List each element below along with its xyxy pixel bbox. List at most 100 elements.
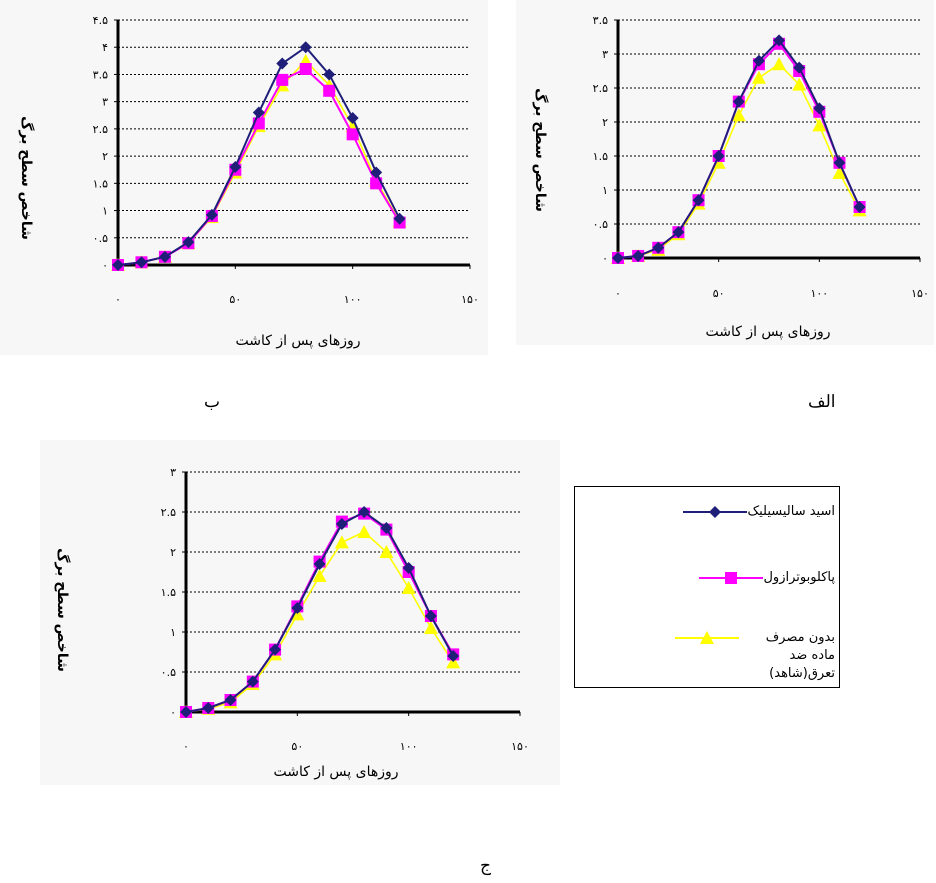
y-tick-label: ۳.۵ bbox=[93, 68, 108, 81]
data-point-square bbox=[346, 128, 359, 141]
data-point-diamond bbox=[712, 150, 725, 162]
data-point-diamond bbox=[612, 252, 624, 264]
y-axis-title: شاخص سطح برگ bbox=[54, 548, 71, 672]
series-line-1 bbox=[185, 510, 455, 713]
data-point-diamond bbox=[224, 694, 237, 706]
data-point-diamond bbox=[773, 34, 786, 47]
chart-legend: اسید سالیسیلیک پاکلوبوترازول بدون مصرف م… bbox=[574, 486, 840, 688]
y-tick-label: ۴.۵ bbox=[93, 14, 108, 27]
y-tick-label: ۲.۵ bbox=[593, 82, 608, 95]
data-point-diamond bbox=[202, 702, 215, 714]
data-point-diamond bbox=[370, 166, 383, 179]
data-point-diamond bbox=[447, 650, 460, 662]
data-point-diamond bbox=[229, 161, 242, 173]
caption-alef: الف bbox=[808, 392, 836, 412]
y-tick-label: ۰ bbox=[102, 259, 108, 272]
data-point-triangle bbox=[832, 166, 847, 179]
legend-marker-triangle bbox=[675, 629, 739, 647]
x-axis-title: روزهای پس از کاشت bbox=[705, 324, 830, 340]
data-point-diamond bbox=[299, 41, 312, 54]
data-point-diamond bbox=[732, 95, 745, 108]
data-point-diamond bbox=[380, 522, 393, 534]
data-point-diamond bbox=[393, 212, 406, 225]
data-point-diamond bbox=[291, 602, 304, 614]
data-point-diamond bbox=[246, 675, 259, 688]
data-point-diamond bbox=[252, 106, 265, 119]
data-point-square bbox=[299, 63, 312, 75]
x-tick-label: ۱۰۰ bbox=[344, 293, 362, 306]
legend-label: اسید سالیسیلیک bbox=[747, 504, 835, 519]
data-point-diamond bbox=[276, 57, 289, 70]
chart-be: ۰ ۰.۵ ۱ ۱.۵ ۲ ۲.۵ ۳ ۳.۵ ۴ ۴.۵ ۰ ۵۰ ۱۰۰ ۱۵۰ روزهای پس ا… bbox=[18, 14, 479, 349]
series-line-2 bbox=[185, 512, 455, 713]
legend-item-paclobutrazol: پاکلوبوترازول bbox=[695, 569, 835, 587]
data-point-square bbox=[252, 117, 265, 130]
data-point-diamond bbox=[346, 112, 359, 124]
data-point-triangle bbox=[379, 545, 394, 558]
data-point-diamond bbox=[402, 562, 415, 574]
x-tick-label: ۰ bbox=[115, 293, 121, 306]
data-point-diamond bbox=[180, 706, 192, 718]
y-tick-label: ۰ bbox=[602, 252, 608, 265]
data-point-diamond bbox=[793, 61, 806, 74]
x-tick-label: ۱۵۰ bbox=[911, 287, 929, 300]
data-point-diamond bbox=[692, 194, 705, 207]
y-tick-label: ۳ bbox=[170, 466, 176, 479]
x-tick-label: ۰ bbox=[183, 740, 189, 753]
legend-item-salicylic: اسید سالیسیلیک bbox=[679, 503, 835, 521]
data-point-diamond bbox=[135, 256, 148, 269]
data-point-diamond bbox=[112, 259, 124, 271]
y-tick-label: ۲ bbox=[102, 150, 108, 163]
data-point-diamond bbox=[672, 226, 685, 239]
y-tick-label: ۳ bbox=[602, 48, 608, 61]
y-tick-label: ۴ bbox=[102, 41, 108, 54]
data-point-triangle bbox=[401, 581, 416, 594]
x-tick-label: ۱۰۰ bbox=[400, 740, 418, 753]
legend-label: بدون مصرف ماده ضد تعرق(شاهد) bbox=[765, 630, 835, 681]
y-tick-label: ۳.۵ bbox=[593, 14, 608, 27]
chart-panel-alef bbox=[516, 0, 934, 345]
x-axis-title: روزهای پس از کاشت bbox=[273, 764, 398, 780]
chart-alef: ۰ ۰.۵ ۱ ۱.۵ ۲ ۲.۵ ۳ ۳.۵ ۰ ۵۰ ۱۰۰ ۱۵۰ روزهای پس از کا… bbox=[532, 14, 929, 340]
y-tick-label: ۰.۵ bbox=[93, 232, 108, 245]
data-point-triangle bbox=[751, 70, 766, 84]
chart-panel-be bbox=[0, 0, 488, 355]
y-tick-label: ۲ bbox=[170, 546, 176, 559]
chart-jim: ۰ ۰.۵ ۱ ۱.۵ ۲ ۲.۵ ۳ ۰ ۵۰ ۱۰۰ ۱۵۰ روزهای پس از کاشت ش… bbox=[54, 466, 529, 780]
y-tick-label: ۲.۵ bbox=[161, 506, 176, 519]
data-point-diamond bbox=[335, 518, 348, 530]
y-axis-title: شاخص سطح برگ bbox=[532, 88, 549, 212]
y-tick-label: ۱.۵ bbox=[93, 177, 108, 190]
x-tick-label: ۰ bbox=[615, 287, 621, 300]
x-tick-label: ۱۰۰ bbox=[810, 287, 828, 300]
x-axis-title: روزهای پس از کاشت bbox=[235, 333, 360, 349]
x-tick-label: ۱۵۰ bbox=[461, 293, 479, 306]
data-point-triangle bbox=[812, 118, 827, 132]
data-point-diamond bbox=[752, 54, 765, 67]
data-point-diamond bbox=[358, 506, 371, 518]
y-tick-label: ۱.۵ bbox=[161, 586, 176, 599]
y-tick-label: ۰.۵ bbox=[161, 666, 176, 679]
data-point-diamond bbox=[632, 249, 645, 262]
x-tick-label: ۵۰ bbox=[291, 740, 303, 753]
data-point-diamond bbox=[853, 201, 866, 213]
x-tick-label: ۵۰ bbox=[713, 287, 725, 300]
data-point-diamond bbox=[313, 558, 326, 570]
data-point-diamond bbox=[813, 102, 826, 115]
y-tick-label: ۱.۵ bbox=[593, 150, 608, 163]
y-tick-label: ۱ bbox=[170, 626, 176, 639]
series-line-2 bbox=[117, 67, 401, 266]
series-line-3 bbox=[117, 59, 401, 266]
caption-be: ب bbox=[204, 392, 221, 412]
legend-marker-square bbox=[699, 569, 764, 587]
data-point-triangle bbox=[792, 77, 807, 91]
data-point-triangle bbox=[731, 108, 746, 122]
caption-jim: ج bbox=[480, 856, 491, 876]
data-point-square bbox=[276, 73, 289, 86]
data-point-diamond bbox=[323, 68, 336, 81]
series-line-1 bbox=[617, 38, 861, 259]
y-tick-label: ۱ bbox=[102, 205, 108, 218]
legend-marker-diamond bbox=[683, 503, 748, 521]
data-point-diamond bbox=[833, 156, 846, 169]
